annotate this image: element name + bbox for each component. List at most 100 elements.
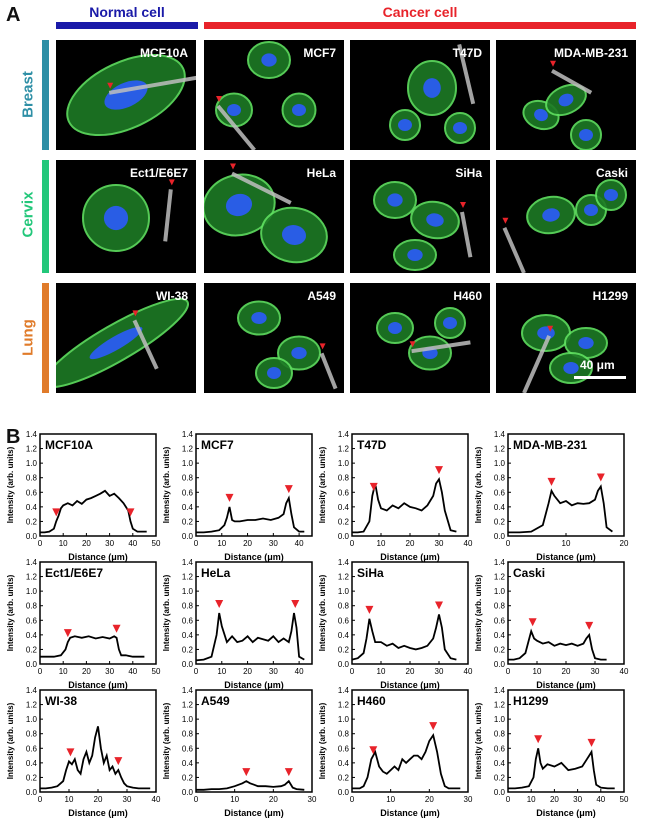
y-tick-label: 0.0: [494, 788, 506, 797]
y-tick-label: 0.0: [338, 660, 350, 669]
intensity-line: [40, 635, 145, 658]
micrograph-mda-mb-231: MDA-MB-231: [496, 40, 636, 150]
y-tick-label: 1.0: [338, 459, 350, 468]
intensity-line: [352, 476, 457, 534]
y-tick-label: 0.8: [338, 474, 350, 483]
cancer-cell-bar: [204, 22, 636, 29]
micrograph-image: [376, 307, 471, 371]
x-tick-label: 0: [506, 667, 511, 676]
x-tick-label: 10: [59, 539, 68, 548]
profile-line: [551, 69, 593, 95]
micrograph-a549: A549: [204, 283, 344, 393]
y-tick-label: 0.4: [26, 631, 38, 640]
x-tick-label: 20: [243, 539, 252, 548]
peak-marker: [284, 485, 293, 494]
y-tick-label: 0.8: [182, 602, 194, 611]
micrograph-label: WI-38: [155, 289, 188, 303]
y-tick-label: 1.4: [494, 430, 506, 439]
x-tick-label: 10: [377, 667, 386, 676]
y-tick-label: 0.6: [494, 744, 506, 753]
y-axis-label: Intensity (arb. units): [6, 574, 15, 651]
plot-title: HeLa: [201, 566, 231, 580]
intensity-line: [40, 726, 151, 790]
y-tick-label: 0.0: [182, 660, 194, 669]
y-tick-label: 0.0: [182, 788, 194, 797]
y-tick-label: 0.0: [182, 532, 194, 541]
y-axis-label: Intensity (arb. units): [318, 574, 327, 651]
y-tick-label: 0.2: [26, 517, 38, 526]
y-tick-label: 0.8: [338, 602, 350, 611]
x-tick-label: 10: [217, 539, 226, 548]
plot-title: Caski: [513, 566, 545, 580]
peak-marker: [547, 477, 556, 486]
peak-marker: [66, 748, 75, 757]
x-tick-label: 30: [435, 539, 444, 548]
y-tick-label: 1.2: [494, 701, 506, 710]
peak-marker: [284, 768, 293, 777]
edge-marker: [547, 325, 554, 332]
cancer-cell-header: Cancer cell: [382, 4, 458, 20]
profile-line: [231, 171, 292, 205]
plot-frame: [351, 689, 469, 793]
y-tick-label: 1.4: [494, 558, 506, 567]
y-tick-label: 1.0: [182, 715, 194, 724]
y-tick-label: 1.0: [182, 587, 194, 596]
nucleus: [426, 213, 444, 227]
x-tick-label: 20: [620, 539, 629, 548]
panel-a-letter: A: [6, 4, 21, 26]
micrograph-h460: H460: [350, 283, 490, 393]
y-tick-label: 0.4: [26, 759, 38, 768]
x-axis-label: Distance (μm): [536, 680, 596, 690]
y-tick-label: 0.6: [182, 488, 194, 497]
x-tick-label: 10: [65, 795, 74, 804]
nucleus: [443, 317, 457, 329]
micrograph-label: H1299: [592, 289, 628, 303]
nucleus: [267, 367, 281, 379]
profile-plot-a549: 0.0 0.2 0.4 0.6 0.8 1.0 1.2 1.4 0 10 20 30 A549 Dista…: [160, 686, 318, 825]
y-tick-label: 1.4: [182, 558, 194, 567]
micrograph-label: MDA-MB-231: [553, 46, 628, 60]
micrograph-image: [215, 41, 317, 150]
y-tick-label: 0.4: [494, 759, 506, 768]
x-tick-label: 0: [350, 795, 355, 804]
plot-title: A549: [201, 694, 230, 708]
edge-marker: [168, 179, 175, 186]
micrograph-mcf7: MCF7: [204, 40, 344, 150]
x-tick-label: 30: [308, 795, 317, 804]
x-axis-label: Distance (μm): [68, 680, 128, 690]
x-tick-label: 50: [152, 539, 161, 548]
y-tick-label: 0.4: [338, 503, 350, 512]
peak-marker: [435, 466, 443, 475]
profile-line: [411, 340, 471, 354]
nucleus: [407, 249, 423, 261]
y-tick-label: 0.4: [182, 631, 194, 640]
x-tick-label: 20: [269, 795, 278, 804]
breast-bar: [42, 40, 49, 150]
y-tick-label: 1.4: [338, 558, 350, 567]
nucleus: [558, 93, 574, 107]
x-tick-label: 40: [128, 667, 137, 676]
profile-plot-mcf7: 0.0 0.2 0.4 0.6 0.8 1.0 1.2 1.4 0 10 20 30 40 MCF7 Dis…: [160, 430, 318, 569]
profile-line: [163, 189, 173, 242]
x-axis-label: Distance (μm): [380, 680, 440, 690]
y-tick-label: 1.2: [338, 445, 350, 454]
micrograph-label: MCF10A: [139, 46, 188, 60]
intensity-line: [195, 612, 305, 662]
peak-marker: [528, 618, 537, 627]
y-axis-label: Intensity (arb. units): [318, 446, 327, 523]
peak-marker: [585, 621, 594, 630]
x-tick-label: 40: [464, 667, 473, 676]
y-tick-label: 0.6: [26, 488, 38, 497]
peak-marker: [215, 600, 224, 608]
micrograph-label: MCF7: [303, 46, 336, 60]
y-tick-label: 1.4: [182, 686, 194, 695]
nucleus: [103, 205, 129, 231]
plot-frame: [39, 433, 157, 537]
y-tick-label: 0.0: [338, 788, 350, 797]
plot-frame: [39, 561, 157, 665]
x-tick-label: 10: [230, 795, 239, 804]
intensity-line: [196, 779, 305, 791]
x-tick-label: 0: [350, 539, 355, 548]
y-tick-label: 0.6: [26, 616, 38, 625]
y-tick-label: 0.2: [182, 517, 194, 526]
